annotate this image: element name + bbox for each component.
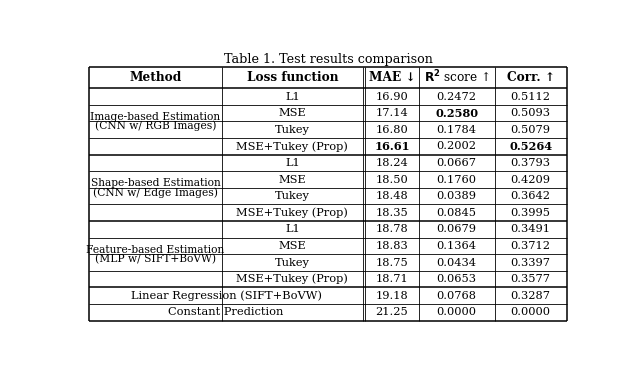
Text: Tukey: Tukey xyxy=(275,125,310,135)
Text: MAE ↓: MAE ↓ xyxy=(369,71,415,84)
Text: 18.35: 18.35 xyxy=(376,208,408,218)
Text: Constant Prediction: Constant Prediction xyxy=(168,307,284,317)
Text: 0.3491: 0.3491 xyxy=(511,224,550,234)
Text: 0.0000: 0.0000 xyxy=(511,307,550,317)
Text: Tukey: Tukey xyxy=(275,191,310,201)
Text: 17.14: 17.14 xyxy=(376,108,408,118)
Text: MSE+Tukey (Prop): MSE+Tukey (Prop) xyxy=(236,141,348,152)
Text: Table 1. Test results comparison: Table 1. Test results comparison xyxy=(223,53,433,66)
Text: Method: Method xyxy=(129,71,182,84)
Text: 18.71: 18.71 xyxy=(376,274,408,284)
Text: 0.4209: 0.4209 xyxy=(511,175,550,184)
Text: 0.0845: 0.0845 xyxy=(436,208,477,218)
Text: 0.3642: 0.3642 xyxy=(511,191,550,201)
Text: $\mathbf{R^2}$ score ↑: $\mathbf{R^2}$ score ↑ xyxy=(424,69,490,86)
Text: 0.1364: 0.1364 xyxy=(436,241,477,251)
Text: (MLP w/ SIFT+BoVW): (MLP w/ SIFT+BoVW) xyxy=(95,254,216,264)
Text: 18.48: 18.48 xyxy=(376,191,408,201)
Text: (CNN w/ RGB Images): (CNN w/ RGB Images) xyxy=(95,121,216,131)
Text: MSE: MSE xyxy=(278,241,306,251)
Text: (CNN w/ Edge Images): (CNN w/ Edge Images) xyxy=(93,187,218,198)
Text: MSE: MSE xyxy=(278,108,306,118)
Text: 0.5093: 0.5093 xyxy=(511,108,550,118)
Text: 0.0434: 0.0434 xyxy=(436,258,477,268)
Text: MSE: MSE xyxy=(278,175,306,184)
Text: 0.5112: 0.5112 xyxy=(511,92,550,101)
Text: Shape-based Estimation: Shape-based Estimation xyxy=(91,178,220,188)
Text: 0.5264: 0.5264 xyxy=(509,141,552,152)
Text: 0.0653: 0.0653 xyxy=(436,274,477,284)
Text: 16.90: 16.90 xyxy=(376,92,408,101)
Text: MSE+Tukey (Prop): MSE+Tukey (Prop) xyxy=(236,207,348,218)
Text: 0.0667: 0.0667 xyxy=(436,158,477,168)
Text: 0.1760: 0.1760 xyxy=(436,175,477,184)
Text: 0.2472: 0.2472 xyxy=(436,92,477,101)
Text: 0.5079: 0.5079 xyxy=(511,125,550,135)
Text: L1: L1 xyxy=(285,158,300,168)
Text: 19.18: 19.18 xyxy=(376,291,408,301)
Text: 0.3712: 0.3712 xyxy=(511,241,550,251)
Text: 0.3995: 0.3995 xyxy=(511,208,550,218)
Text: Image-based Estimation: Image-based Estimation xyxy=(90,112,221,122)
Text: Linear Regression (SIFT+BoVW): Linear Regression (SIFT+BoVW) xyxy=(131,290,321,301)
Text: 0.3397: 0.3397 xyxy=(511,258,550,268)
Text: 0.0389: 0.0389 xyxy=(436,191,477,201)
Text: 0.2580: 0.2580 xyxy=(435,108,478,118)
Text: 16.80: 16.80 xyxy=(376,125,408,135)
Text: 0.0000: 0.0000 xyxy=(436,307,477,317)
Text: 18.83: 18.83 xyxy=(376,241,408,251)
Text: 18.78: 18.78 xyxy=(376,224,408,234)
Text: 0.0679: 0.0679 xyxy=(436,224,477,234)
Text: 18.24: 18.24 xyxy=(376,158,408,168)
Text: L1: L1 xyxy=(285,92,300,101)
Text: L1: L1 xyxy=(285,224,300,234)
Text: MSE+Tukey (Prop): MSE+Tukey (Prop) xyxy=(236,274,348,284)
Text: 0.3793: 0.3793 xyxy=(511,158,550,168)
Text: 21.25: 21.25 xyxy=(376,307,408,317)
Text: 18.75: 18.75 xyxy=(376,258,408,268)
Text: 0.0768: 0.0768 xyxy=(436,291,477,301)
Text: Loss function: Loss function xyxy=(246,71,338,84)
Text: 18.50: 18.50 xyxy=(376,175,408,184)
Text: 0.3577: 0.3577 xyxy=(511,274,550,284)
Text: 0.2002: 0.2002 xyxy=(436,141,477,151)
Text: Tukey: Tukey xyxy=(275,258,310,268)
Text: Feature-based Estimation: Feature-based Estimation xyxy=(86,245,225,255)
Text: Corr. ↑: Corr. ↑ xyxy=(507,71,555,84)
Text: 0.1784: 0.1784 xyxy=(436,125,477,135)
Text: 16.61: 16.61 xyxy=(374,141,410,152)
Text: 0.3287: 0.3287 xyxy=(511,291,550,301)
